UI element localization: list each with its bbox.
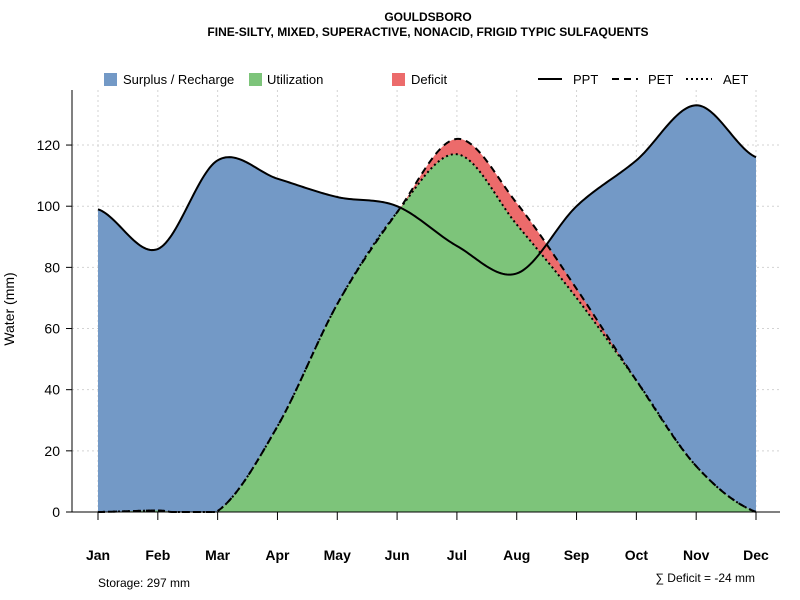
area-utilization (98, 154, 756, 512)
chart-subtitle: FINE-SILTY, MIXED, SUPERACTIVE, NONACID,… (207, 25, 648, 39)
legend-label-deficit: Deficit (411, 72, 448, 87)
x-tick-label-sep: Sep (564, 547, 590, 563)
legend-label-surplus: Surplus / Recharge (123, 72, 234, 87)
legend-label-pet: PET (648, 72, 673, 87)
y-axis-label: Water (mm) (1, 272, 17, 345)
x-tick-label-jun: Jun (385, 547, 410, 563)
x-tick-label-mar: Mar (205, 547, 230, 563)
axes: 0 20 40 60 80 100 120 Jan Feb Mar Apr May Jun Jul Aug S… (37, 90, 780, 563)
legend-label-aet: AET (723, 72, 748, 87)
y-tick-label-100: 100 (37, 198, 61, 214)
x-tick-label-oct: Oct (625, 547, 649, 563)
x-tick-label-jan: Jan (86, 547, 110, 563)
legend-swatch-utilization (249, 73, 262, 86)
x-tick-label-jul: Jul (447, 547, 467, 563)
y-tick-label-60: 60 (44, 321, 60, 337)
y-tick-label-120: 120 (37, 137, 61, 153)
area-fills (98, 105, 756, 512)
x-tick-label-apr: Apr (265, 547, 290, 563)
legend: Surplus / Recharge Utilization Deficit P… (104, 72, 748, 87)
legend-swatch-deficit (392, 73, 405, 86)
series-line-ppt (97, 104, 757, 276)
x-tick-label-may: May (324, 547, 351, 563)
y-tick-label-40: 40 (44, 382, 60, 398)
x-tick-label-aug: Aug (503, 547, 530, 563)
chart-title: GOULDSBORO (384, 10, 471, 24)
y-tick-label-0: 0 (52, 504, 60, 520)
x-tick-label-feb: Feb (145, 547, 170, 563)
legend-swatch-surplus (104, 73, 117, 86)
x-tick-label-nov: Nov (683, 547, 710, 563)
legend-label-utilization: Utilization (267, 72, 323, 87)
storage-note: Storage: 297 mm (98, 576, 190, 590)
deficit-note: ∑ Deficit = -24 mm (655, 571, 755, 585)
x-tick-label-dec: Dec (743, 547, 769, 563)
legend-label-ppt: PPT (573, 72, 598, 87)
y-tick-label-20: 20 (44, 443, 60, 459)
y-tick-label-80: 80 (44, 259, 60, 275)
